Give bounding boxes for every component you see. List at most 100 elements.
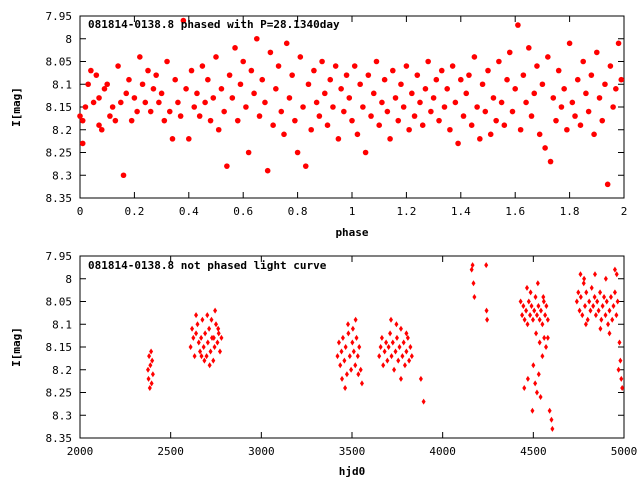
data-point [150, 357, 155, 364]
data-point [520, 312, 525, 319]
data-point [324, 122, 331, 128]
data-point [405, 334, 410, 341]
data-point [536, 303, 541, 310]
data-point [530, 316, 535, 323]
data-point [607, 330, 612, 337]
data-point [196, 113, 203, 119]
data-point [300, 104, 306, 110]
y-tick-label: 8.25 [46, 387, 73, 400]
data-point [504, 76, 510, 83]
data-point [580, 58, 586, 65]
data-point [599, 316, 604, 323]
data-point [589, 284, 594, 291]
data-point [275, 63, 282, 69]
data-point [539, 81, 546, 88]
data-point [578, 293, 583, 300]
data-point [528, 289, 533, 296]
data-point [417, 99, 423, 106]
data-point [347, 353, 352, 360]
data-point [349, 117, 355, 124]
data-point [161, 117, 168, 124]
data-point [150, 86, 157, 92]
data-point [351, 348, 356, 355]
data-point [381, 76, 388, 83]
data-point [202, 357, 207, 364]
data-point [603, 312, 608, 319]
x-tick-label: 0.8 [288, 205, 308, 218]
data-point [471, 54, 478, 60]
data-point [544, 303, 549, 310]
data-point [342, 357, 347, 364]
x-tick-label: 0.4 [179, 205, 199, 218]
data-point [175, 99, 181, 106]
data-point [603, 275, 608, 282]
data-point [384, 108, 391, 115]
data-point [460, 113, 467, 119]
data-point [112, 117, 119, 124]
data-point [264, 167, 271, 174]
data-point [205, 339, 210, 346]
y-tick-label: 8.15 [46, 101, 73, 114]
data-point [346, 95, 353, 101]
data-point [537, 316, 542, 323]
data-point [534, 63, 540, 69]
data-point [123, 90, 130, 97]
y-tick-label: 8.15 [46, 341, 73, 354]
data-point [82, 104, 89, 110]
data-point [158, 90, 165, 97]
data-point [153, 72, 159, 78]
data-point [541, 298, 546, 305]
data-point [350, 325, 355, 332]
panel-title: 081814-0138.8 not phased light curve [88, 259, 327, 272]
data-point [183, 86, 189, 92]
data-point [400, 104, 407, 110]
data-point [615, 298, 620, 305]
x-tick-label: 1.8 [560, 205, 580, 218]
data-point [425, 58, 431, 65]
data-point [542, 334, 547, 341]
data-point [226, 72, 233, 78]
data-point [599, 117, 606, 124]
data-point [343, 72, 350, 78]
data-point [550, 425, 555, 432]
data-point [353, 316, 358, 323]
data-point [583, 90, 589, 97]
data-point [545, 54, 551, 60]
data-point [351, 63, 358, 69]
data-point [607, 63, 614, 69]
data-point [404, 330, 409, 337]
data-point [338, 362, 343, 369]
data-point [156, 99, 162, 106]
data-point [400, 353, 405, 360]
data-point [343, 384, 348, 391]
data-point [458, 76, 464, 83]
data-point [350, 339, 355, 346]
data-point [607, 307, 612, 314]
data-point [237, 81, 244, 88]
data-point [577, 122, 584, 128]
data-point [145, 67, 151, 74]
data-point [253, 35, 260, 42]
data-point [471, 280, 476, 287]
data-point [188, 344, 193, 350]
data-point [501, 122, 508, 128]
data-point [466, 72, 472, 78]
data-point [297, 54, 304, 60]
x-axis-label: phase [335, 226, 368, 239]
y-tick-label: 8.35 [46, 432, 73, 445]
data-point [441, 104, 448, 110]
data-point [545, 316, 550, 323]
data-point [542, 145, 548, 151]
data-point [202, 99, 208, 106]
data-point [474, 104, 480, 110]
data-point [520, 72, 527, 78]
data-point [203, 330, 208, 337]
data-point [616, 366, 621, 373]
data-point [218, 86, 225, 92]
data-point [538, 394, 543, 401]
data-point [583, 321, 588, 328]
data-point [592, 293, 597, 300]
data-point [216, 325, 221, 332]
data-point [349, 366, 354, 373]
